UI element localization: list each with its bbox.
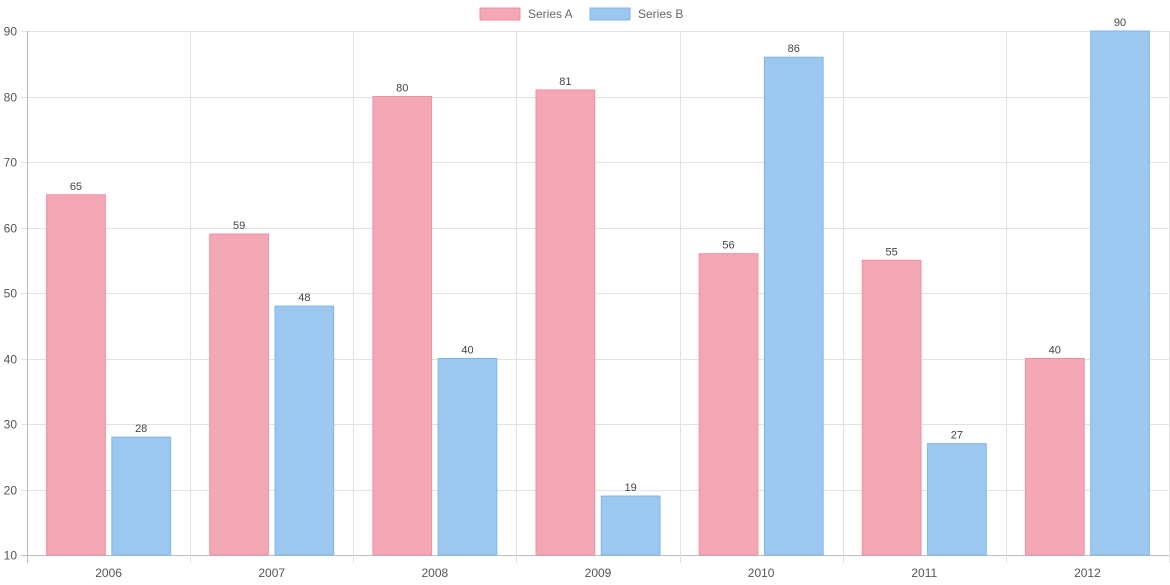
data-label: 48 bbox=[298, 292, 310, 304]
bar[interactable] bbox=[698, 253, 759, 556]
bar[interactable] bbox=[274, 305, 335, 556]
legend[interactable]: Series A Series B bbox=[479, 7, 683, 21]
data-label: 28 bbox=[135, 423, 147, 435]
bars bbox=[46, 30, 1150, 556]
bar[interactable] bbox=[535, 89, 596, 556]
bar[interactable] bbox=[861, 259, 922, 556]
y-tick-label: 10 bbox=[4, 549, 18, 563]
x-tick-label: 2007 bbox=[258, 566, 285, 580]
legend-swatch bbox=[479, 7, 521, 21]
data-label: 80 bbox=[396, 83, 408, 95]
x-tick-label: 2012 bbox=[1074, 566, 1101, 580]
data-label: 55 bbox=[886, 246, 898, 258]
bar[interactable] bbox=[763, 56, 824, 556]
data-label: 27 bbox=[951, 430, 963, 442]
x-tick-label: 2008 bbox=[422, 566, 449, 580]
y-tick-label: 80 bbox=[4, 91, 18, 105]
x-tick-label: 2010 bbox=[748, 566, 775, 580]
axes: 10 20 30 40 50 60 70 80 90 2006 2007 2008 2009 2010 20… bbox=[4, 25, 1101, 581]
bar[interactable] bbox=[111, 436, 172, 556]
data-label: 81 bbox=[559, 76, 571, 88]
bar[interactable] bbox=[372, 96, 433, 556]
y-tick-label: 30 bbox=[4, 418, 18, 432]
data-label: 19 bbox=[625, 482, 637, 494]
y-tick-label: 90 bbox=[4, 25, 18, 39]
y-tick-label: 20 bbox=[4, 484, 18, 498]
legend-item[interactable]: Series A bbox=[479, 7, 573, 21]
y-tick-label: 40 bbox=[4, 353, 18, 367]
grid-lines bbox=[21, 31, 1170, 563]
x-tick-label: 2011 bbox=[911, 566, 937, 580]
bar[interactable] bbox=[1090, 30, 1150, 556]
data-label: 56 bbox=[722, 240, 734, 252]
data-label: 40 bbox=[461, 345, 473, 357]
bar[interactable] bbox=[1024, 358, 1085, 556]
bar[interactable] bbox=[209, 233, 269, 556]
data-label: 40 bbox=[1049, 345, 1061, 357]
data-label: 59 bbox=[233, 220, 245, 232]
legend-label: Series A bbox=[528, 7, 573, 21]
bar[interactable] bbox=[600, 495, 661, 556]
y-tick-label: 50 bbox=[4, 287, 18, 301]
data-label: 86 bbox=[788, 43, 800, 55]
data-label: 65 bbox=[70, 181, 82, 193]
bar[interactable] bbox=[437, 358, 498, 556]
bar[interactable] bbox=[46, 194, 106, 556]
x-tick-label: 2006 bbox=[95, 566, 122, 580]
x-tick-label: 2009 bbox=[585, 566, 612, 580]
data-label: 90 bbox=[1114, 17, 1126, 29]
y-tick-label: 70 bbox=[4, 156, 18, 170]
y-tick-label: 60 bbox=[4, 222, 18, 236]
bar[interactable] bbox=[927, 443, 987, 556]
legend-swatch bbox=[589, 7, 631, 21]
legend-item[interactable]: Series B bbox=[589, 7, 683, 21]
legend-label: Series B bbox=[638, 7, 683, 21]
data-labels: 65 59 80 81 56 55 40 28 48 40 19 86 27 90 bbox=[70, 17, 1126, 494]
